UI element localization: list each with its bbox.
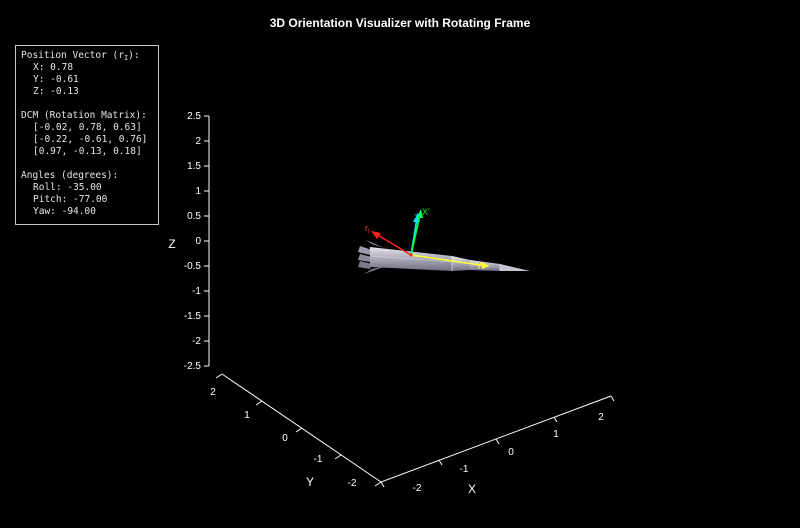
x-tick-label: 0 bbox=[508, 447, 514, 458]
x-axis bbox=[380, 395, 615, 488]
position-x: X: 0.78 bbox=[33, 62, 74, 73]
x-tick-label: 1 bbox=[553, 429, 559, 440]
x-tick-label: -2 bbox=[413, 483, 422, 494]
body-frame: X' Z' Y' rI bbox=[365, 207, 490, 271]
x-prime-label: X' bbox=[422, 207, 430, 217]
y-tick-label: 2 bbox=[210, 387, 216, 398]
rocket-interstage bbox=[452, 256, 470, 271]
dcm-header: DCM (Rotation Matrix): bbox=[21, 110, 147, 121]
z-tick-label: 0.5 bbox=[187, 211, 201, 222]
z-tick-label: -2.5 bbox=[184, 361, 202, 372]
x-tick-labels: -2 -1 0 1 2 bbox=[413, 412, 605, 494]
x-axis-label: X bbox=[468, 482, 476, 496]
z-tick-label: -1.5 bbox=[184, 311, 202, 322]
y-axis-label: Y bbox=[306, 475, 314, 489]
y-tick-label: 0 bbox=[282, 433, 288, 444]
rocket-fin bbox=[366, 240, 384, 248]
z-axis bbox=[204, 115, 210, 367]
z-tick-labels: 2.5 2 1.5 1 0.5 0 -0.5 -1 -1.5 -2 -2.5 bbox=[184, 111, 202, 372]
x-prime-arrowhead bbox=[416, 209, 423, 218]
dcm-row-1: [-0.02, 0.78, 0.63] bbox=[33, 122, 142, 133]
y-prime-label: Y' bbox=[476, 261, 484, 271]
x-tick-label: -1 bbox=[460, 464, 469, 475]
rocket-nozzle bbox=[358, 246, 372, 255]
y-tick-label: -1 bbox=[314, 454, 323, 465]
plot-title: 3D Orientation Visualizer with Rotating … bbox=[269, 16, 531, 30]
position-header: Position Vector (rI): bbox=[21, 50, 140, 62]
y-prime-arrowhead bbox=[481, 262, 490, 269]
z-axis-label: Z bbox=[168, 237, 175, 251]
z-prime-label: Z' bbox=[414, 213, 421, 223]
info-panel: Position Vector (rI): X: 0.78 Y: -0.61 Z… bbox=[15, 45, 159, 225]
frame-origin bbox=[409, 253, 413, 257]
r-vector-label: rI bbox=[365, 223, 370, 235]
dcm-row-2: [-0.22, -0.61, 0.76] bbox=[33, 134, 148, 145]
z-tick-label: 1 bbox=[195, 186, 201, 197]
z-tick-label: 2 bbox=[195, 136, 201, 147]
z-tick-label: 0 bbox=[195, 236, 201, 247]
y-tick-labels: 2 1 0 -1 -2 bbox=[210, 387, 357, 489]
rocket-nozzle bbox=[358, 254, 372, 262]
angle-yaw: Yaw: -94.00 bbox=[33, 206, 96, 217]
y-prime-vector bbox=[410, 254, 488, 267]
r-vector-arrowhead bbox=[371, 231, 381, 239]
rocket-nose-cone bbox=[500, 264, 530, 271]
y-tick-label: -2 bbox=[348, 478, 357, 489]
z-tick-label: -1 bbox=[192, 286, 201, 297]
angle-roll: Roll: -35.00 bbox=[33, 182, 102, 193]
z-tick-label: 1.5 bbox=[187, 161, 201, 172]
position-z: Z: -0.13 bbox=[33, 86, 79, 97]
x-tick-label: 2 bbox=[598, 412, 604, 423]
z-tick-label: 2.5 bbox=[187, 111, 201, 122]
x-prime-vector bbox=[410, 213, 421, 256]
position-y: Y: -0.61 bbox=[33, 74, 79, 85]
rocket-fin bbox=[364, 266, 386, 274]
dcm-row-3: [0.97, -0.13, 0.18] bbox=[33, 146, 142, 157]
z-tick-label: -2 bbox=[192, 336, 201, 347]
rocket-nozzle bbox=[358, 261, 372, 269]
angles-header: Angles (degrees): bbox=[21, 170, 119, 181]
y-axis bbox=[215, 373, 382, 487]
y-tick-label: 1 bbox=[244, 410, 250, 421]
z-tick-label: -0.5 bbox=[184, 261, 202, 272]
angle-pitch: Pitch: -77.00 bbox=[33, 194, 108, 205]
r-vector bbox=[375, 233, 412, 256]
rocket-model[interactable] bbox=[358, 240, 530, 274]
